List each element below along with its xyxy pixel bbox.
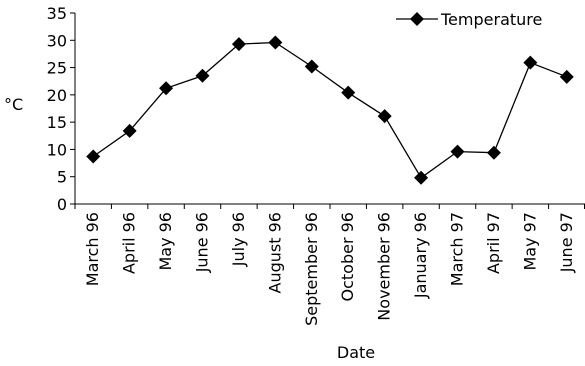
data-point-diamond: [195, 68, 210, 83]
data-point-diamond: [450, 144, 465, 159]
legend: Temperature: [396, 10, 542, 29]
x-tick-label: March 97: [448, 212, 467, 286]
y-tick-label: 5: [57, 168, 67, 187]
x-tick-label: November 96: [375, 212, 394, 321]
y-tick-label: 35: [47, 4, 67, 23]
x-tick-label: May 96: [156, 212, 175, 271]
data-point-diamond: [86, 149, 101, 164]
x-tick-label: January 96: [411, 212, 430, 299]
data-point-diamond: [304, 59, 319, 74]
x-axis-title: Date: [337, 343, 375, 362]
legend-diamond-marker: [410, 12, 424, 26]
data-point-diamond: [414, 170, 429, 185]
data-point-diamond: [122, 123, 137, 138]
legend-label: Temperature: [440, 10, 542, 29]
y-tick-label: 20: [47, 86, 67, 105]
data-point-diamond: [377, 109, 392, 124]
y-tick-label: 0: [57, 195, 67, 214]
series-temperature: [86, 35, 574, 185]
y-tick-label: 10: [47, 140, 67, 159]
data-point-diamond: [523, 55, 538, 70]
data-point-diamond: [486, 145, 501, 160]
y-axis: 0 5 10 15 20 25 30 35: [47, 4, 76, 214]
x-tick-label: September 96: [302, 212, 321, 326]
y-tick-label: 25: [47, 59, 67, 78]
x-tick-label: October 96: [338, 212, 357, 301]
y-tick-label: 15: [47, 113, 67, 132]
x-tick-label: June 97: [557, 212, 576, 273]
data-point-diamond: [559, 69, 574, 84]
x-tick-label: June 96: [193, 212, 212, 273]
x-tick-label: April 96: [120, 212, 139, 274]
data-point-diamond: [231, 37, 246, 52]
x-tick-label: March 96: [83, 212, 102, 286]
x-tick-label: August 96: [265, 212, 284, 293]
data-point-diamond: [268, 35, 283, 50]
x-tick-label: May 97: [520, 212, 539, 271]
data-point-diamond: [341, 85, 356, 100]
x-tick-label: July 96: [229, 212, 248, 267]
data-point-diamond: [159, 81, 174, 96]
x-tick-label: April 97: [484, 212, 503, 274]
y-tick-label: 30: [47, 31, 67, 50]
x-axis: March 96 April 96 May 96 June 96 July 96 Augu…: [74, 203, 585, 326]
y-axis-title: °C: [4, 95, 23, 114]
